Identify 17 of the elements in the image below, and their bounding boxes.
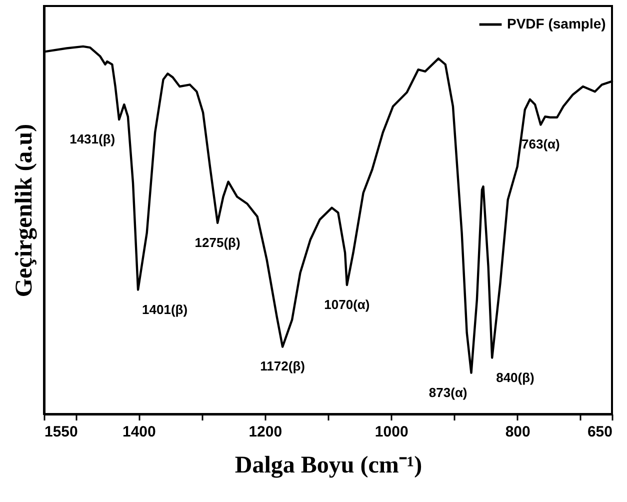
annotation: 1172(β) (260, 358, 305, 374)
annotation: 1275(β) (194, 234, 240, 250)
annotation: 873(α) (428, 384, 468, 400)
x-tick-label: 1400 (122, 424, 156, 440)
annotation: 763(α) (522, 136, 560, 152)
x-tick-label: 650 (587, 424, 612, 440)
x-tick-label: 1000 (374, 424, 408, 440)
x-tick-label: 1550 (44, 424, 78, 440)
legend-label: PVDF (sample) (507, 16, 606, 32)
x-axis-title: Dalga Boyu (cm⁻¹) (234, 452, 422, 478)
x-tick-label: 1200 (248, 424, 282, 440)
x-tick-label: 800 (505, 424, 530, 440)
annotation: 1431(β) (70, 132, 116, 147)
annotation: 840(β) (496, 370, 534, 385)
y-axis-title: Geçirgenlik (a.u) (12, 124, 38, 298)
annotation: 1070(α) (324, 296, 370, 312)
annotation: 1401(β) (142, 302, 188, 317)
